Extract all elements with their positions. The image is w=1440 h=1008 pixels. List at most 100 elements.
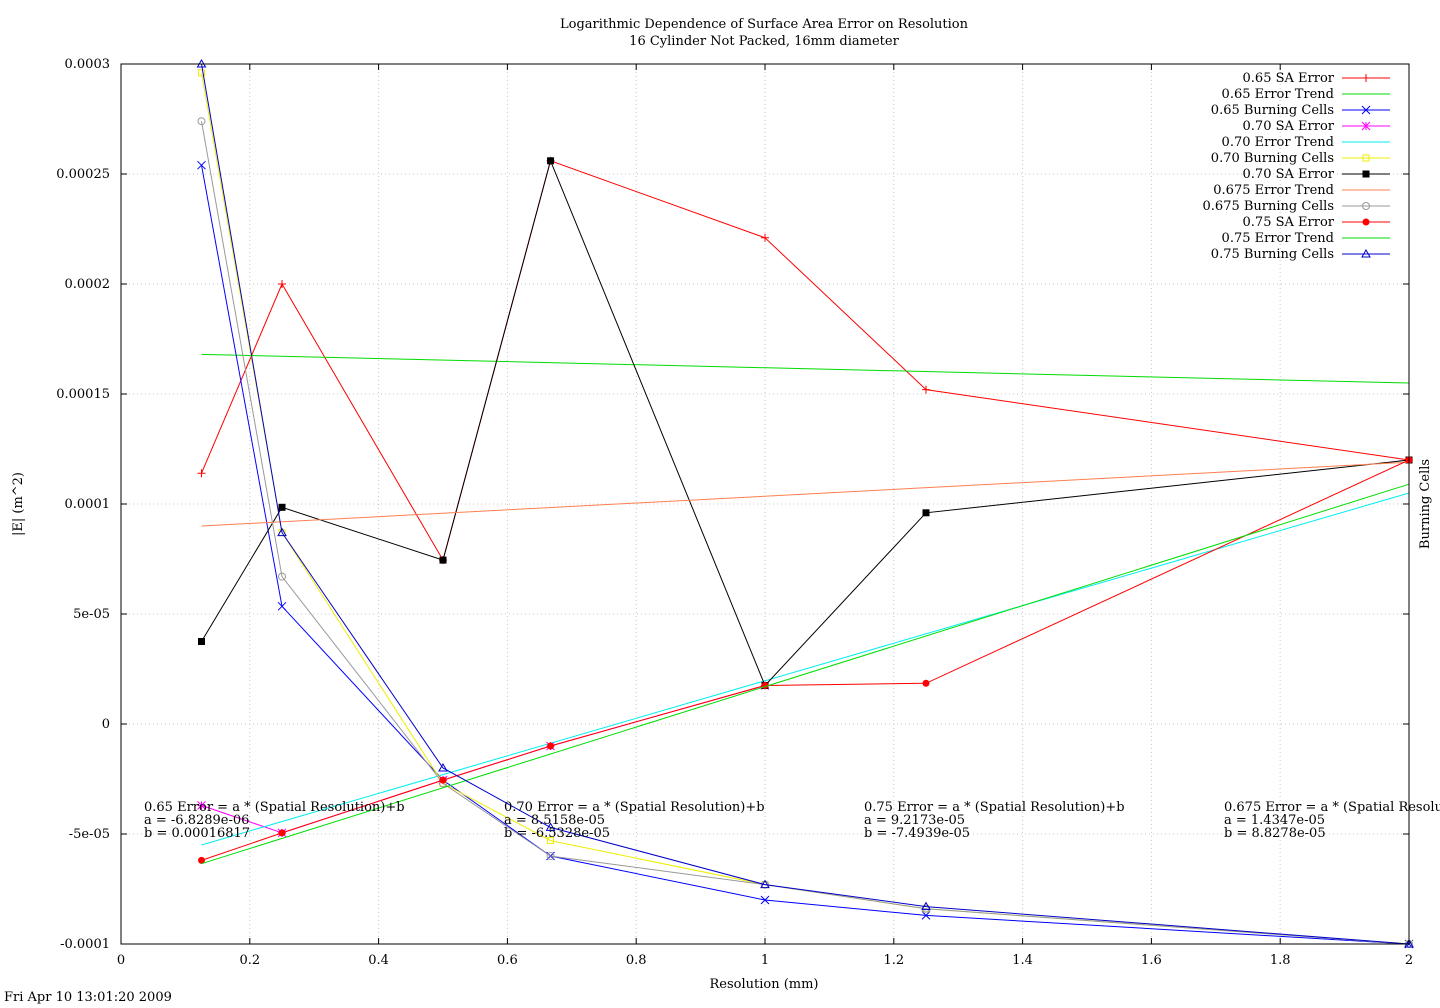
legend-marker: [1362, 202, 1370, 210]
x-tick-label: 0: [117, 953, 125, 968]
legend-label: 0.75 Error Trend: [1222, 231, 1334, 246]
fit-annotation-line: b = -7.4939e-05: [864, 826, 970, 841]
y-tick-label: 0.00025: [56, 167, 110, 182]
legend-label: 0.65 Error Trend: [1222, 87, 1334, 102]
x-tick-label: 0.2: [239, 953, 260, 968]
legend-marker: [1361, 248, 1371, 258]
x-tick-label: 0.6: [497, 953, 518, 968]
fit-annotation-line: b = 8.8278e-05: [1224, 826, 1326, 841]
x-axis-label: Resolution (mm): [709, 977, 818, 992]
data-point: [278, 503, 286, 511]
data-point: [760, 895, 770, 905]
y-tick-label: -5e-05: [69, 827, 110, 842]
y-tick-label: 0: [102, 717, 110, 732]
fit-annotation-line: b = 0.00016817: [144, 826, 250, 841]
legend-label: 0.70 SA Error: [1243, 119, 1335, 134]
fit-annotation-line: a = 9.2173e-05: [864, 813, 965, 828]
data-point: [277, 601, 287, 611]
fit-annotation-line: 0.65 Error = a * (Spatial Resolution)+b: [144, 800, 405, 815]
x-tick-label: 0.4: [368, 953, 389, 968]
data-point: [922, 385, 930, 394]
data-point: [198, 69, 205, 77]
fit-annotation-line: a = -6.8289e-06: [144, 813, 249, 828]
timestamp: Fri Apr 10 13:01:20 2009: [4, 990, 172, 1005]
x-tick-label: 2: [1405, 953, 1413, 968]
chart-subtitle: 16 Cylinder Not Packed, 16mm diameter: [629, 34, 899, 49]
data-point: [761, 233, 769, 242]
data-point: [278, 829, 286, 837]
series-line-8: [201, 121, 1410, 945]
fit-annotation-line: a = 1.4347e-05: [1224, 813, 1325, 828]
x-tick-label: 0.8: [626, 953, 647, 968]
series-line-10: [201, 483, 1410, 865]
fit-annotations: 0.65 Error = a * (Spatial Resolution)+ba…: [144, 800, 1440, 841]
fit-annotation-line: 0.70 Error = a * (Spatial Resolution)+b: [504, 800, 765, 815]
y-tick-label: 0.0001: [65, 497, 111, 512]
chart-title: Logarithmic Dependence of Surface Area E…: [560, 17, 969, 32]
data-point: [546, 852, 555, 860]
fit-annotation-line: 0.675 Error = a * (Spatial Resolution)+b: [1224, 800, 1440, 815]
axis-ticks: 0 0.2 0.4 0.6 0.8 1 1.2 1.4 1.6 1.8 20.00030.00025…: [56, 57, 1413, 968]
y-axis-label: |E| (m^2): [11, 472, 26, 536]
y2-axis-label: Burning Cells: [1418, 459, 1433, 549]
y-tick-label: 0.0003: [65, 57, 111, 72]
legend-label: 0.75 Burning Cells: [1211, 247, 1334, 262]
legend-label: 0.675 Burning Cells: [1203, 199, 1334, 214]
data-point: [278, 572, 286, 581]
legend-label: 0.65 Burning Cells: [1211, 103, 1334, 118]
x-tick-label: 1.8: [1270, 953, 1291, 968]
x-tick-label: 1.4: [1012, 953, 1033, 968]
y-tick-label: -0.0001: [60, 937, 110, 952]
data-point: [439, 776, 447, 784]
legend-label: 0.65 SA Error: [1243, 71, 1335, 86]
data-point: [439, 556, 447, 564]
series-line-11: [201, 63, 1410, 945]
data-point: [921, 911, 931, 920]
fit-annotation-line: 0.75 Error = a * (Spatial Resolution)+b: [864, 800, 1125, 815]
data-point: [197, 117, 206, 126]
data-point: [438, 762, 448, 772]
data-point: [197, 801, 206, 810]
data-point: [760, 879, 770, 889]
legend-marker: [1362, 218, 1370, 226]
legend-label: 0.75 SA Error: [1243, 215, 1335, 230]
y-tick-label: 5e-05: [73, 607, 110, 622]
legend-label: 0.675 Error Trend: [1213, 183, 1334, 198]
y-tick-label: 0.00015: [56, 387, 110, 402]
data-point: [197, 469, 206, 478]
data-point: [921, 901, 931, 911]
data-point: [922, 509, 930, 517]
data-point: [278, 280, 286, 288]
series-layer: [196, 58, 1414, 949]
legend-label: 0.70 SA Error: [1243, 167, 1335, 182]
data-point: [547, 157, 555, 165]
x-tick-label: 1: [761, 953, 769, 968]
fit-annotation-line: a = 8.5158e-05: [504, 813, 605, 828]
x-tick-label: 1.2: [883, 953, 904, 968]
legend-label: 0.70 Burning Cells: [1211, 151, 1334, 166]
fit-annotation-line: b = -6.5328e-05: [504, 826, 610, 841]
legend-label: 0.70 Error Trend: [1222, 135, 1334, 150]
data-point: [922, 679, 930, 687]
legend-marker: [1362, 154, 1370, 162]
plot-frame: [120, 63, 1410, 945]
y-tick-label: 0.0002: [65, 277, 111, 292]
data-point: [545, 822, 556, 831]
data-point: [198, 856, 205, 864]
data-point: [277, 527, 287, 537]
legend-marker: [1361, 105, 1371, 115]
series-line-0: [201, 160, 1410, 562]
series-line-1: [201, 353, 1410, 384]
series-line-4: [201, 492, 1410, 846]
legend-marker: [1362, 170, 1370, 178]
data-point: [547, 837, 555, 845]
legend-marker: [1361, 121, 1371, 131]
data-point: [547, 742, 555, 750]
series-line-7: [201, 461, 1410, 527]
legend-marker: [1362, 74, 1370, 82]
data-point: [197, 160, 206, 170]
x-tick-label: 1.6: [1141, 953, 1162, 968]
data-point: [198, 638, 205, 645]
